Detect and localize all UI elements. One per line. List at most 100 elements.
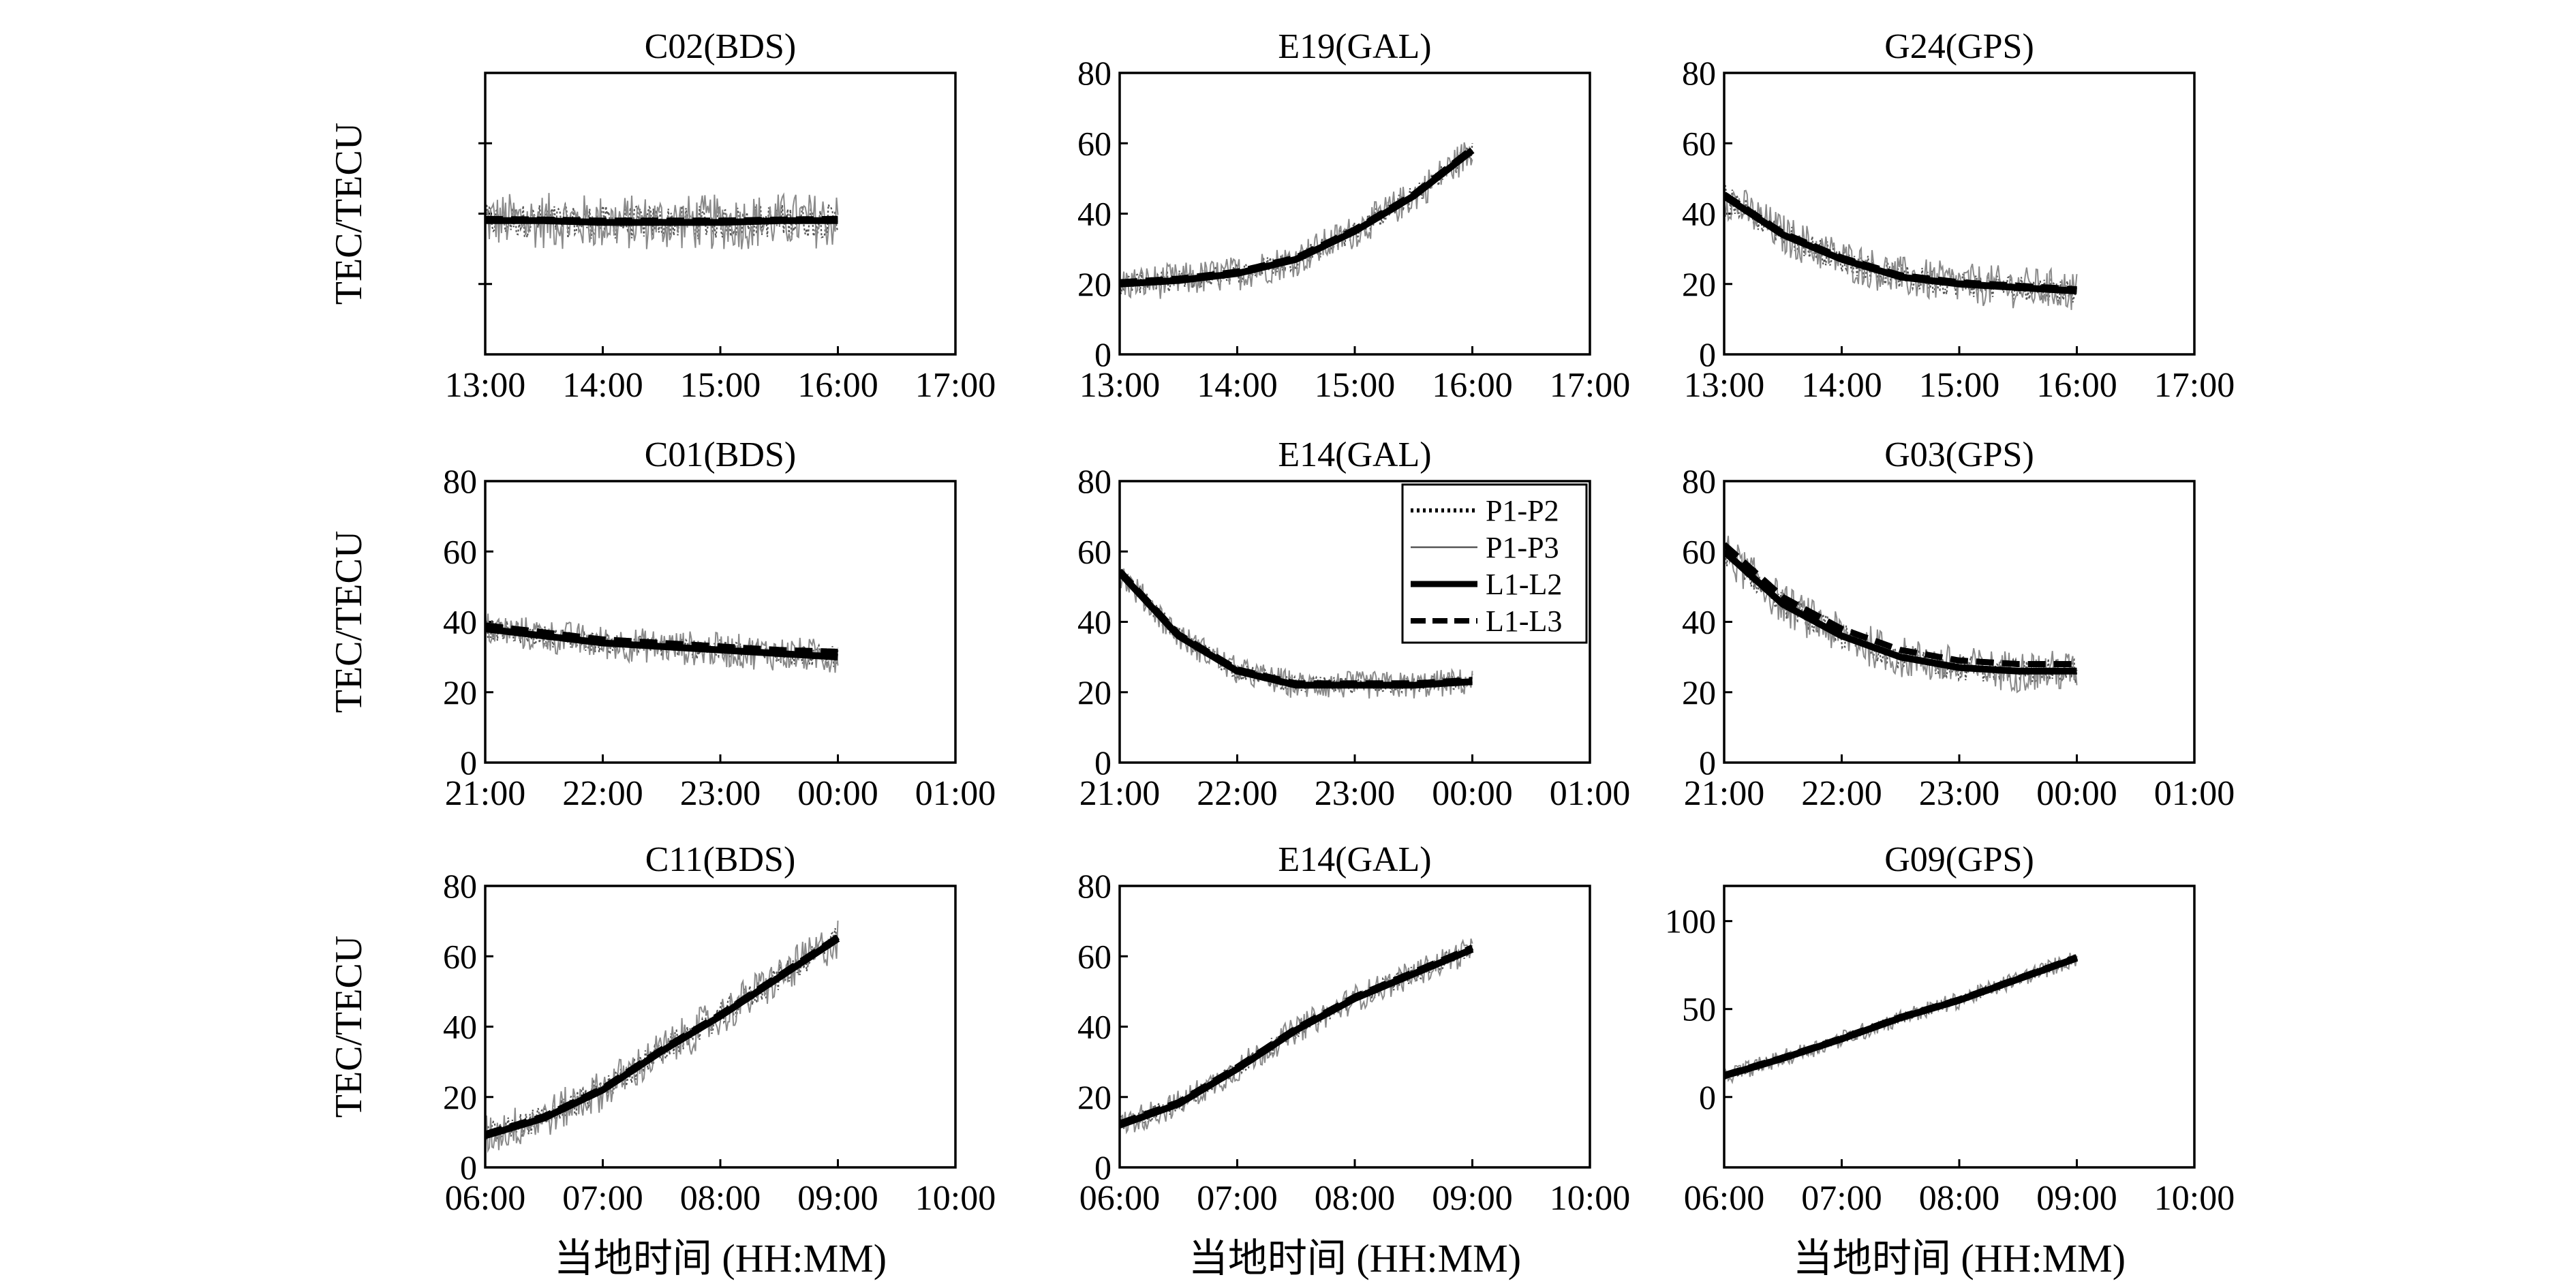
y-tick-label: 60 [1077, 532, 1111, 570]
x-tick-label: 06:00 [1684, 1179, 1764, 1218]
x-tick-label: 00:00 [797, 774, 878, 813]
series-l1-l3 [485, 934, 840, 1137]
y-tick-label: 80 [1077, 867, 1111, 905]
series-l1-l3 [1724, 542, 2077, 667]
panel-0-0: C02(BDS) 13:00 14:00 15:00 16:00 17:00 TEC/TEC… [328, 27, 996, 405]
x-tick-label: 22:00 [1197, 774, 1277, 813]
series-l1-l3 [485, 622, 838, 655]
x-tick-label: 15:00 [1315, 366, 1395, 405]
y-tick-label: 40 [1077, 1008, 1111, 1046]
panel-1-1: E14(GAL) 0 20 40 60 80 21:00 22:00 23:00 00:00 01:… [1077, 435, 1630, 813]
y-tick-label: 80 [1682, 462, 1716, 500]
y-tick-label: 80 [1077, 54, 1111, 92]
x-tick-label: 01:00 [1550, 774, 1630, 813]
x-tick-label: 00:00 [2036, 774, 2117, 813]
x-tick-label: 09:00 [797, 1179, 878, 1218]
plot-area [1120, 938, 1474, 1135]
y-tick-label: 20 [1682, 673, 1716, 711]
series-l1-l2 [1724, 549, 2077, 675]
x-tick-label: 09:00 [2036, 1179, 2117, 1218]
x-tick-label: 13:00 [1684, 366, 1764, 405]
series-l1-l2 [1724, 955, 2079, 1079]
y-tick-label: 20 [1077, 673, 1111, 711]
y-tick-label: 80 [1682, 54, 1716, 92]
x-tick-label: 06:00 [1079, 1179, 1160, 1218]
panel-title: E14(GAL) [1278, 840, 1431, 879]
plot-area [1724, 536, 2078, 694]
x-axis-label: 当地时间 (HH:MM) [1793, 1236, 2126, 1281]
x-tick-label: 16:00 [2036, 366, 2117, 405]
y-tick-label: 0 [1699, 743, 1716, 782]
plot-area [485, 613, 839, 673]
y-tick-label: 40 [443, 603, 477, 641]
panel-frame [1118, 885, 1591, 1169]
y-tick-label: 40 [1682, 195, 1716, 233]
x-tick-label: 23:00 [1315, 774, 1395, 813]
x-tick-label: 13:00 [445, 366, 525, 405]
x-tick-label: 07:00 [1801, 1179, 1882, 1218]
x-tick-label: 21:00 [1079, 774, 1160, 813]
series-l1-l2 [485, 936, 840, 1139]
y-tick-label: 20 [443, 1078, 477, 1116]
y-tick-label: 20 [1682, 265, 1716, 303]
y-tick-label: 0 [1094, 335, 1111, 373]
x-tick-label: 23:00 [680, 774, 761, 813]
plot-area [485, 192, 839, 249]
x-tick-label: 14:00 [1801, 366, 1882, 405]
panel-0-1: E19(GAL) 0 20 40 60 80 13:00 14:00 15:00 16:00 17:… [1077, 27, 1630, 405]
series-p1-p2 [485, 927, 838, 1142]
x-tick-label: 15:00 [680, 366, 761, 405]
y-tick-label: 40 [1077, 195, 1111, 233]
y-tick-label: 20 [1077, 265, 1111, 303]
x-tick-label: 10:00 [915, 1179, 996, 1218]
x-tick-label: 21:00 [1684, 774, 1764, 813]
legend-label: P1-P3 [1486, 531, 1559, 564]
legend-box [1401, 483, 1588, 644]
y-tick-label: 100 [1665, 902, 1716, 940]
series-p1-p3 [1724, 189, 2078, 310]
y-tick-label: 50 [1682, 990, 1716, 1028]
series-l1-l2 [1120, 946, 1474, 1129]
panel-title: C11(BDS) [645, 840, 796, 879]
panel-2-0: C11(BDS) 0 20 40 60 80 06:00 07:00 08:00 09:00 10:… [328, 840, 996, 1218]
legend-label: L1-L2 [1486, 568, 1562, 601]
y-axis-label: TEC/TECU [328, 531, 370, 714]
x-tick-label: 14:00 [562, 366, 643, 405]
x-tick-label: 17:00 [1550, 366, 1630, 405]
panel-frame [1723, 480, 2196, 764]
x-tick-label: 23:00 [1919, 774, 1999, 813]
series-l1-l2 [1120, 570, 1473, 689]
x-tick-label: 16:00 [797, 366, 878, 405]
y-tick-label: 40 [443, 1008, 477, 1046]
x-tick-label: 09:00 [1432, 1179, 1512, 1218]
plot-area [1724, 953, 2079, 1085]
y-tick-label: 80 [443, 867, 477, 905]
x-tick-label: 17:00 [915, 366, 996, 405]
x-tick-label: 13:00 [1079, 366, 1160, 405]
y-tick-label: 0 [1699, 1078, 1716, 1116]
y-tick-label: 60 [1682, 124, 1716, 162]
panel-title: G03(GPS) [1884, 435, 2034, 474]
y-tick-label: 20 [1077, 1078, 1111, 1116]
x-tick-label: 14:00 [1197, 366, 1277, 405]
y-tick-label: 0 [1094, 743, 1111, 782]
x-tick-label: 16:00 [1432, 366, 1512, 405]
x-tick-label: 10:00 [1550, 1179, 1630, 1218]
y-tick-label: 60 [1077, 124, 1111, 162]
series-l1-l2 [485, 625, 838, 661]
series-l1-l2 [1120, 147, 1475, 288]
y-tick-label: 0 [1094, 1148, 1111, 1186]
series-p1-p3 [485, 192, 839, 249]
y-tick-label: 60 [1077, 937, 1111, 975]
x-tick-label: 08:00 [1919, 1179, 1999, 1218]
x-tick-label: 06:00 [445, 1179, 525, 1218]
y-tick-label: 60 [1682, 532, 1716, 570]
x-tick-label: 08:00 [680, 1179, 761, 1218]
panel-frame [484, 72, 957, 356]
y-tick-label: 60 [443, 937, 477, 975]
x-tick-label: 22:00 [1801, 774, 1882, 813]
plot-area [485, 920, 840, 1154]
y-axis-label: TEC/TECU [328, 936, 370, 1118]
y-tick-label: 80 [443, 462, 477, 500]
